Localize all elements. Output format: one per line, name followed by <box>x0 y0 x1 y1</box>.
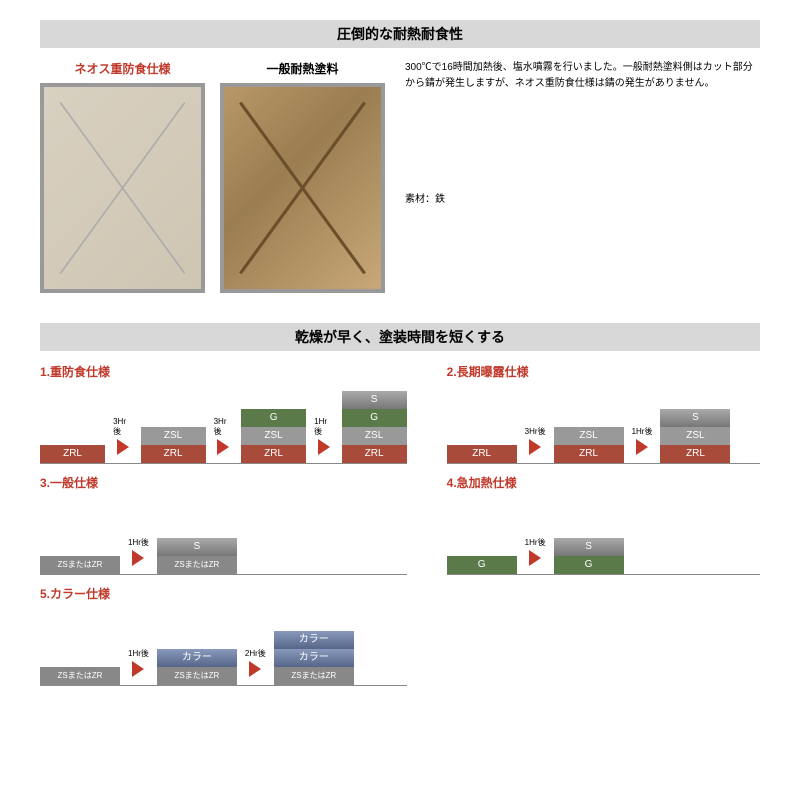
layer-g: G <box>554 556 624 574</box>
arrow-icon <box>529 439 541 455</box>
layer-zrl: ZRL <box>141 445 206 463</box>
arrow-label: 1Hr後 <box>128 648 149 659</box>
right-panel: 一般耐熱塗料 <box>220 60 385 293</box>
layer-zrl: ZRL <box>342 445 407 463</box>
diagram-cell: 4.急加熱仕様G1Hr後SG <box>447 474 760 575</box>
layer-stack: ZRL <box>40 445 105 463</box>
layer-stack: ZSLZRL <box>554 427 624 463</box>
arrow-wrap: 3Hr後 <box>525 426 546 463</box>
layer-stack: SZSLZRL <box>660 409 730 463</box>
arrow-wrap: 3Hr後 <box>214 417 233 463</box>
layer-zszr: ZSまたはZR <box>40 556 120 574</box>
right-panel-title: 一般耐熱塗料 <box>220 60 385 77</box>
arrow-label: 3Hr後 <box>214 417 233 437</box>
diagram-row: ZRL3Hr後ZSLZRL1Hr後SZSLZRL <box>447 384 760 464</box>
layer-zrl: ZRL <box>660 445 730 463</box>
material-label: 素材：鉄 <box>405 192 760 208</box>
layer-stack: SG <box>554 538 624 574</box>
layer-zrl: ZRL <box>40 445 105 463</box>
diagram-cell: 2.長期曝露仕様ZRL3Hr後ZSLZRL1Hr後SZSLZRL <box>447 363 760 464</box>
comparison-row: ネオス重防食仕様 一般耐熱塗料 300℃で16時間加熱後、塩水噴霧を行いました。… <box>40 60 760 293</box>
left-panel-title: ネオス重防食仕様 <box>40 60 205 77</box>
layer-stack: ZSまたはZR <box>40 667 120 685</box>
arrow-icon <box>217 439 229 455</box>
layer-stack: GZSLZRL <box>241 409 306 463</box>
layer-zrl: ZRL <box>554 445 624 463</box>
diagram-cell: 3.一般仕様ZSまたはZR1Hr後SZSまたはZR <box>40 474 407 575</box>
layer-color-layer: カラー <box>274 631 354 649</box>
diagrams-grid: 1.重防食仕様ZRL3Hr後ZSLZRL3Hr後GZSLZRL1Hr後SGZSL… <box>40 363 760 686</box>
arrow-label: 1Hr後 <box>314 417 333 437</box>
arrow-wrap: 1Hr後 <box>314 417 333 463</box>
layer-s: S <box>342 391 407 409</box>
layer-stack: カラーカラーZSまたはZR <box>274 631 354 685</box>
arrow-icon <box>636 439 648 455</box>
arrow-label: 2Hr後 <box>245 648 266 659</box>
arrow-icon <box>529 550 541 566</box>
layer-zsl: ZSL <box>660 427 730 445</box>
sample-clean <box>40 83 205 293</box>
layer-stack: SGZSLZRL <box>342 391 407 463</box>
layer-zsl: ZSL <box>141 427 206 445</box>
diagram-cell: 1.重防食仕様ZRL3Hr後ZSLZRL3Hr後GZSLZRL1Hr後SGZSL… <box>40 363 407 464</box>
layer-s: S <box>157 538 237 556</box>
diagram-title: 3.一般仕様 <box>40 474 407 491</box>
diagram-title: 1.重防食仕様 <box>40 363 407 380</box>
arrow-icon <box>318 439 330 455</box>
diagram-row: ZRL3Hr後ZSLZRL3Hr後GZSLZRL1Hr後SGZSLZRL <box>40 384 407 464</box>
layer-stack: カラーZSまたはZR <box>157 649 237 685</box>
diagram-row: ZSまたはZR1Hr後カラーZSまたはZR2Hr後カラーカラーZSまたはZR <box>40 606 407 686</box>
diagram-cell: 5.カラー仕様ZSまたはZR1Hr後カラーZSまたはZR2Hr後カラーカラーZS… <box>40 585 407 686</box>
layer-zszr: ZSまたはZR <box>157 667 237 685</box>
arrow-label: 1Hr後 <box>632 426 653 437</box>
sample-rust <box>220 83 385 293</box>
layer-zszr: ZSまたはZR <box>40 667 120 685</box>
layer-zsl: ZSL <box>554 427 624 445</box>
layer-zszr: ZSまたはZR <box>274 667 354 685</box>
arrow-wrap: 1Hr後 <box>632 426 653 463</box>
arrow-icon <box>132 661 144 677</box>
arrow-wrap: 1Hr後 <box>525 537 546 574</box>
arrow-icon <box>117 439 129 455</box>
layer-zsl: ZSL <box>241 427 306 445</box>
layer-stack: SZSまたはZR <box>157 538 237 574</box>
description-block: 300℃で16時間加熱後、塩水噴霧を行いました。一般耐熱塗料側はカット部分から錆… <box>400 60 760 293</box>
layer-s: S <box>660 409 730 427</box>
layer-g: G <box>241 409 306 427</box>
diagram-title: 2.長期曝露仕様 <box>447 363 760 380</box>
arrow-label: 3Hr後 <box>525 426 546 437</box>
layer-zszr: ZSまたはZR <box>157 556 237 574</box>
arrow-wrap: 1Hr後 <box>128 537 149 574</box>
layer-g: G <box>342 409 407 427</box>
layer-zsl: ZSL <box>342 427 407 445</box>
section1-header: 圧倒的な耐熱耐食性 <box>40 20 760 48</box>
arrow-label: 3Hr後 <box>113 417 132 437</box>
diagram-title: 4.急加熱仕様 <box>447 474 760 491</box>
layer-stack: ZSまたはZR <box>40 556 120 574</box>
diagram-title: 5.カラー仕様 <box>40 585 407 602</box>
layer-stack: ZSLZRL <box>141 427 206 463</box>
layer-g: G <box>447 556 517 574</box>
arrow-label: 1Hr後 <box>525 537 546 548</box>
layer-zrl: ZRL <box>241 445 306 463</box>
layer-stack: ZRL <box>447 445 517 463</box>
section2-header: 乾燥が早く、塗装時間を短くする <box>40 323 760 351</box>
diagram-row: G1Hr後SG <box>447 495 760 575</box>
arrow-icon <box>249 661 261 677</box>
layer-color-layer: カラー <box>157 649 237 667</box>
arrow-icon <box>132 550 144 566</box>
layer-s: S <box>554 538 624 556</box>
arrow-wrap: 2Hr後 <box>245 648 266 685</box>
arrow-wrap: 1Hr後 <box>128 648 149 685</box>
arrow-wrap: 3Hr後 <box>113 417 132 463</box>
layer-stack: G <box>447 556 517 574</box>
arrow-label: 1Hr後 <box>128 537 149 548</box>
description-text: 300℃で16時間加熱後、塩水噴霧を行いました。一般耐熱塗料側はカット部分から錆… <box>405 60 760 92</box>
layer-color-layer: カラー <box>274 649 354 667</box>
left-panel: ネオス重防食仕様 <box>40 60 205 293</box>
layer-zrl: ZRL <box>447 445 517 463</box>
diagram-row: ZSまたはZR1Hr後SZSまたはZR <box>40 495 407 575</box>
